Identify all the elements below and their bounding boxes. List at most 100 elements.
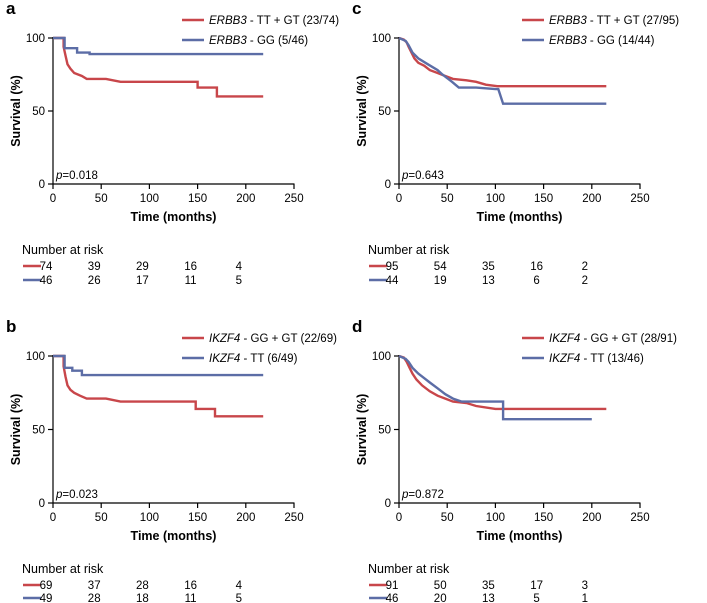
km-panel-a: a 0 50 100 150 200 250 0 50 100 Time (months) Survi… (6, 0, 339, 287)
km-panel-b: b 0 50 100 150 200 250 0 50 100 Time (months) Survi… (6, 317, 337, 603)
risk-count: 49 (40, 593, 53, 603)
risk-count: 69 (40, 580, 53, 592)
legend-gene: ERBB3 (549, 35, 587, 47)
risk-count: 95 (386, 261, 399, 273)
y-tick-label: 100 (26, 33, 45, 45)
p-value-number: =0.643 (408, 170, 444, 182)
x-tick-label: 50 (95, 193, 108, 205)
p-value-number: =0.018 (62, 170, 98, 182)
p-value-number: =0.023 (62, 489, 98, 501)
legend-group: - TT (6/49) (240, 353, 297, 365)
panel-letter: a (6, 0, 16, 18)
risk-count: 17 (136, 275, 149, 287)
p-value-symbol: p (55, 489, 63, 501)
survival-curve-blue (398, 354, 592, 421)
y-tick-label: 50 (378, 106, 391, 118)
legend-group: - TT + GT (23/74) (247, 15, 340, 27)
y-axis-title: Survival (%) (9, 394, 23, 466)
survival-curve-blue (53, 36, 264, 56)
risk-count: 37 (88, 580, 101, 592)
x-tick-label: 200 (236, 193, 255, 205)
x-tick-label: 0 (396, 193, 402, 205)
x-tick-label: 200 (582, 512, 601, 524)
legend-label: IKZF4 - TT (6/49) (209, 353, 298, 365)
survival-curve-red (53, 354, 264, 418)
survival-curve-red (53, 36, 264, 98)
risk-count: 46 (386, 593, 399, 603)
risk-table-title: Number at risk (22, 243, 104, 257)
risk-count: 29 (136, 261, 149, 273)
y-tick-label: 100 (372, 351, 391, 363)
legend-group: - GG (5/46) (247, 35, 309, 47)
risk-table-title: Number at risk (22, 562, 104, 576)
p-value-symbol: p (401, 489, 409, 501)
legend-group: - TT (13/46) (580, 353, 644, 365)
risk-count: 18 (136, 593, 149, 603)
y-tick-label: 100 (372, 33, 391, 45)
risk-count: 16 (184, 580, 197, 592)
x-tick-label: 150 (534, 512, 553, 524)
risk-table-title: Number at risk (368, 243, 450, 257)
risk-count: 20 (434, 593, 447, 603)
x-tick-label: 0 (50, 512, 56, 524)
panel-letter: b (6, 317, 16, 336)
x-tick-label: 200 (236, 512, 255, 524)
risk-count: 19 (434, 275, 447, 287)
y-tick-label: 0 (385, 498, 391, 510)
panel-letter: c (352, 0, 361, 18)
y-tick-label: 100 (26, 351, 45, 363)
x-tick-label: 200 (582, 193, 601, 205)
x-tick-label: 150 (188, 512, 207, 524)
risk-count: 11 (185, 275, 197, 287)
x-tick-label: 250 (630, 512, 649, 524)
risk-count: 50 (434, 580, 447, 592)
p-value-number: =0.872 (408, 489, 444, 501)
y-tick-label: 50 (378, 425, 391, 437)
risk-count: 91 (386, 580, 399, 592)
x-tick-label: 250 (630, 193, 649, 205)
risk-count: 13 (482, 593, 495, 603)
legend-label: IKZF4 - TT (13/46) (549, 353, 644, 365)
x-tick-label: 50 (441, 512, 454, 524)
risk-count: 35 (482, 580, 495, 592)
y-tick-label: 0 (39, 498, 45, 510)
risk-count: 2 (582, 261, 588, 273)
x-tick-label: 50 (441, 193, 454, 205)
x-tick-label: 250 (284, 193, 303, 205)
x-axis-title: Time (months) (477, 529, 563, 543)
risk-count: 28 (88, 593, 101, 603)
p-value-symbol: p (55, 170, 63, 182)
risk-count: 2 (582, 275, 588, 287)
x-axis-title: Time (months) (131, 529, 217, 543)
y-tick-label: 50 (32, 425, 45, 437)
legend-gene: IKZF4 (549, 333, 580, 345)
risk-count: 16 (530, 261, 543, 273)
risk-count: 5 (236, 275, 242, 287)
legend-label: IKZF4 - GG + GT (22/69) (209, 333, 337, 345)
risk-count: 5 (236, 593, 242, 603)
legend-gene: ERBB3 (209, 15, 247, 27)
p-value: p=0.023 (55, 489, 98, 501)
x-tick-label: 0 (50, 193, 56, 205)
legend-gene: ERBB3 (209, 35, 247, 47)
legend-gene: IKZF4 (209, 353, 240, 365)
legend-group: - GG (14/44) (587, 35, 655, 47)
risk-count: 3 (582, 580, 588, 592)
risk-count: 13 (482, 275, 495, 287)
risk-count: 46 (40, 275, 53, 287)
risk-count: 5 (533, 593, 539, 603)
x-axis-title: Time (months) (477, 210, 563, 224)
risk-count: 6 (533, 275, 539, 287)
y-tick-label: 50 (32, 106, 45, 118)
x-tick-label: 100 (140, 512, 159, 524)
survival-curve-blue (53, 354, 264, 377)
x-tick-label: 50 (95, 512, 108, 524)
risk-count: 4 (236, 261, 243, 273)
legend-group: - GG + GT (22/69) (240, 333, 337, 345)
survival-curve-red (398, 354, 607, 411)
p-value-symbol: p (401, 170, 409, 182)
risk-count: 44 (386, 275, 399, 287)
risk-count: 35 (482, 261, 495, 273)
